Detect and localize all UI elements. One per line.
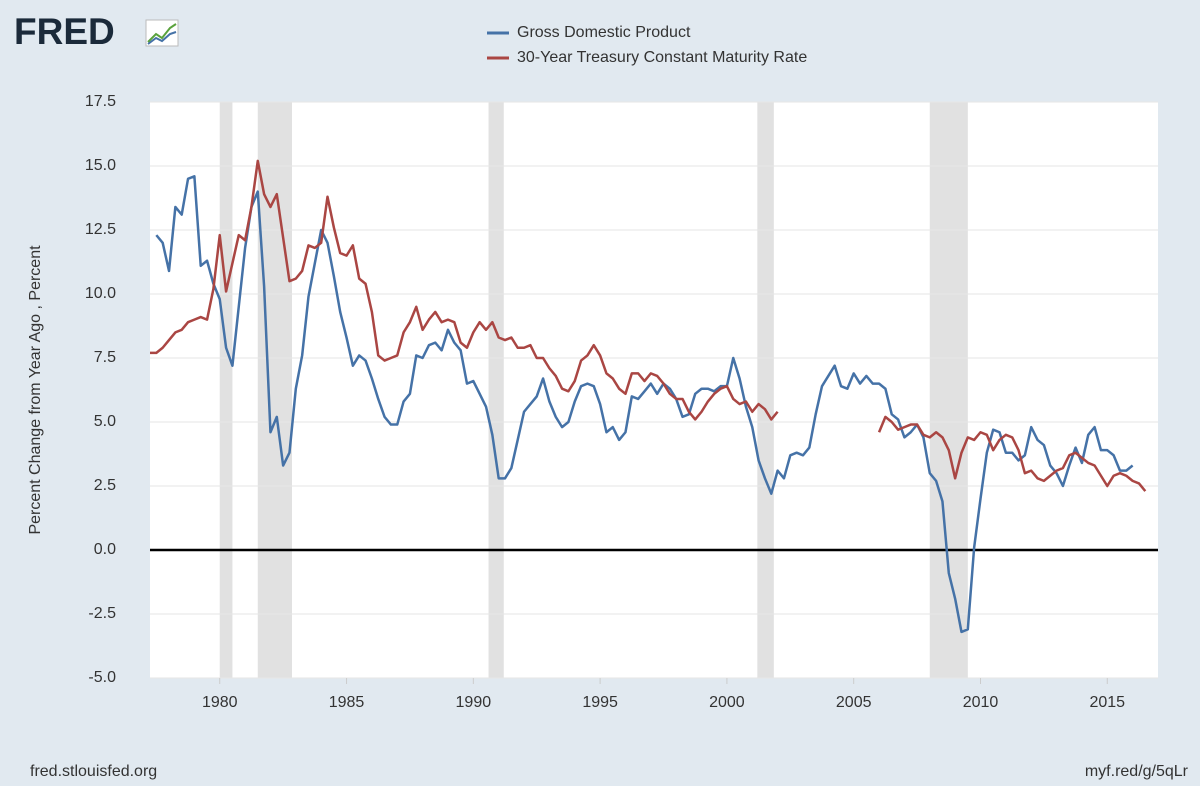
labels: -5.0 -2.5 0.0 2.5 5.0 7.5 10.0 12.5 15.0 17.5 1980… bbox=[85, 24, 1125, 711]
x-tick-label: 2000 bbox=[709, 694, 745, 711]
x-tick-label: 1990 bbox=[456, 694, 492, 711]
y-tick-label: 0.0 bbox=[94, 541, 116, 558]
logo-icon bbox=[145, 19, 179, 47]
y-tick-label: 7.5 bbox=[94, 349, 116, 366]
x-tick-label: 2015 bbox=[1089, 694, 1125, 711]
y-axis-title: Percent Change from Year Ago , Percent bbox=[27, 245, 44, 535]
recession-band bbox=[929, 102, 968, 678]
y-tick-label: 12.5 bbox=[85, 221, 116, 238]
y-tick-label: 10.0 bbox=[85, 285, 116, 302]
x-tick-label: 1985 bbox=[329, 694, 365, 711]
recessions bbox=[219, 102, 968, 678]
x-tick-label: 1980 bbox=[202, 694, 238, 711]
x-tick-label: 2005 bbox=[836, 694, 872, 711]
y-tick-label: 5.0 bbox=[94, 413, 116, 430]
lines bbox=[150, 159, 1158, 634]
logo: FRED bbox=[14, 11, 115, 52]
link: myf.red/g/5qLr bbox=[1085, 763, 1189, 780]
x-tick-label: 1995 bbox=[582, 694, 618, 711]
y-tick-label: -2.5 bbox=[88, 605, 116, 622]
legend-label: Gross Domestic Product bbox=[517, 24, 691, 41]
y-tick-label: 17.5 bbox=[85, 93, 116, 110]
y-tick-label: 15.0 bbox=[85, 157, 116, 174]
recession-band bbox=[757, 102, 774, 678]
logo-icon-line bbox=[147, 31, 177, 45]
logo-icon-line bbox=[147, 23, 177, 43]
legend-label: 30-Year Treasury Constant Maturity Rate bbox=[517, 49, 807, 66]
recession-band bbox=[488, 102, 504, 678]
series-line bbox=[155, 174, 1134, 634]
recession-band bbox=[219, 102, 233, 678]
y-tick-label: 2.5 bbox=[94, 477, 116, 494]
y-tick-label: -5.0 bbox=[88, 669, 116, 686]
x-tick-label: 2010 bbox=[963, 694, 999, 711]
source: fred.stlouisfed.org bbox=[30, 763, 157, 780]
series-line bbox=[150, 159, 1147, 492]
